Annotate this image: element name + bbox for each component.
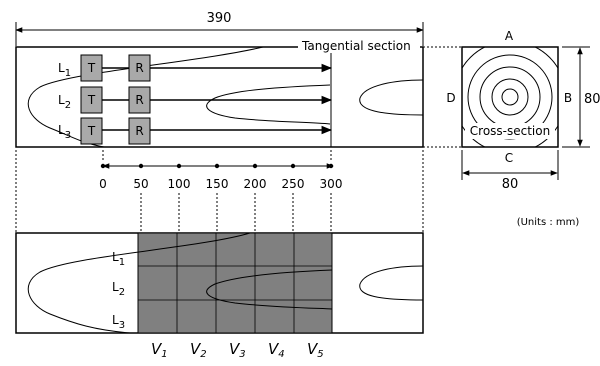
svg-text:R: R <box>135 61 143 75</box>
height-dimension: 80 <box>562 46 600 148</box>
scale-tick-dot <box>214 163 220 169</box>
scale-tick-dot <box>328 163 334 169</box>
transducer-r-1: R <box>128 54 151 82</box>
growth-ring <box>27 232 251 334</box>
zone-labels: V1 V2 V3 V4 V5 <box>151 340 324 360</box>
line-label: L2 <box>58 93 71 111</box>
transducer-r-2: R <box>128 86 151 114</box>
transducer-r-3: R <box>128 117 151 145</box>
scale-tick-label: 50 <box>133 177 148 191</box>
svg-text:R: R <box>135 124 143 138</box>
scale-tick-label: 0 <box>99 177 107 191</box>
growth-ring <box>27 46 264 148</box>
zone-label-v4: V4 <box>268 340 285 360</box>
length-dimension: 390 <box>15 11 424 46</box>
width-dimension: 80 <box>461 150 559 192</box>
scale-tick-label: 100 <box>168 177 191 191</box>
svg-text:T: T <box>87 93 96 107</box>
scale-tick-label: 250 <box>282 177 305 191</box>
height-value: 80 <box>584 92 600 107</box>
zone-label-v3: V3 <box>229 340 246 360</box>
specimen-outline-top <box>15 46 424 148</box>
svg-text:R: R <box>135 93 143 107</box>
scale-tick-dot <box>290 163 296 169</box>
growth-ring <box>359 79 424 116</box>
zone-line-label: L3 <box>112 313 125 331</box>
scale-tick-label: 150 <box>206 177 229 191</box>
growth-ring <box>206 84 331 125</box>
transducer-t-2: T <box>80 86 103 114</box>
zone-label-v5: V5 <box>307 340 324 360</box>
transducer-t-1: T <box>80 54 103 82</box>
face-a-label: A <box>505 29 514 43</box>
guide-lines <box>15 150 424 233</box>
zone-view: L1 L2 L3 <box>15 232 424 334</box>
measurement-zone <box>137 232 333 334</box>
units-label: (Units : mm) <box>517 217 580 228</box>
width-value: 80 <box>502 177 519 192</box>
scale-tick-dot <box>176 163 182 169</box>
face-d-label: D <box>446 91 455 105</box>
tangential-section-view: Tangential section L1 L2 L3 T R T <box>15 38 424 148</box>
face-b-label: B <box>564 91 572 105</box>
scale-tick-dot <box>100 163 106 169</box>
zone-line-label: L2 <box>112 280 125 298</box>
growth-ring <box>359 265 424 301</box>
zone-grid <box>138 233 332 333</box>
growth-ring <box>206 269 333 310</box>
line-label: L1 <box>58 61 71 79</box>
cross-section-view: Cross-section A B C D 80 80 <box>423 29 600 192</box>
face-c-label: C <box>505 151 513 165</box>
scale-tick-label: 200 <box>244 177 267 191</box>
zone-label-v1: V1 <box>151 340 168 360</box>
length-value: 390 <box>207 11 232 26</box>
cross-section-outline <box>461 46 559 148</box>
position-scale: 0 50 100 150 200 250 300 <box>99 163 343 191</box>
svg-text:T: T <box>87 61 96 75</box>
annual-rings <box>462 47 558 147</box>
cross-section-label: Cross-section <box>470 124 550 138</box>
line-label: L3 <box>58 123 71 141</box>
scale-tick-label: 300 <box>320 177 343 191</box>
svg-text:T: T <box>87 124 96 138</box>
tangential-section-label: Tangential section <box>301 39 411 53</box>
zone-label-v2: V2 <box>190 340 207 360</box>
scale-tick-dot <box>138 163 144 169</box>
scale-tick-dot <box>252 163 258 169</box>
zone-line-label: L1 <box>112 250 125 268</box>
transducer-t-3: T <box>80 117 103 145</box>
